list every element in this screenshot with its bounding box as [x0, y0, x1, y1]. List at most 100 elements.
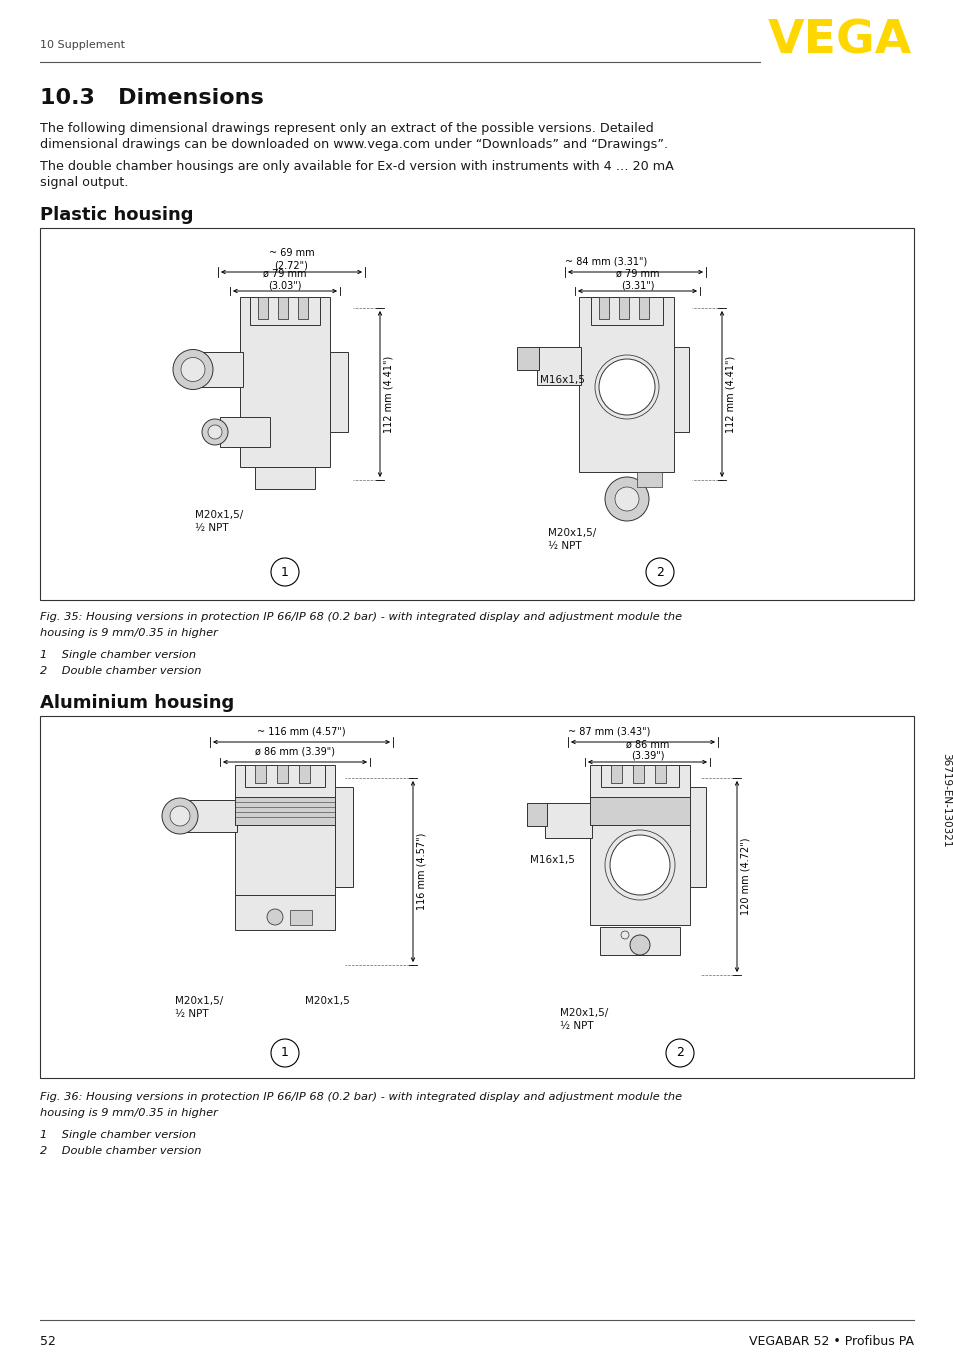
Text: VEGA: VEGA — [767, 18, 911, 64]
Bar — [537, 347, 581, 385]
Text: 2: 2 — [656, 566, 663, 578]
Text: Aluminium housing: Aluminium housing — [40, 695, 234, 712]
Text: (3.03"): (3.03") — [268, 280, 301, 290]
Text: dimensional drawings can be downloaded on www.vega.com under “Downloads” and “Dr: dimensional drawings can be downloaded o… — [40, 138, 667, 152]
Text: Plastic housing: Plastic housing — [40, 206, 193, 223]
Bar — [639, 297, 648, 320]
Bar — [599, 927, 679, 955]
Bar — [257, 297, 268, 320]
Text: 36719-EN-130321: 36719-EN-130321 — [940, 753, 950, 848]
Text: housing is 9 mm/0.35 in higher: housing is 9 mm/0.35 in higher — [40, 1108, 217, 1118]
Circle shape — [267, 909, 283, 925]
Text: ø 86 mm (3.39"): ø 86 mm (3.39") — [254, 747, 335, 757]
Text: 112 mm (4.41"): 112 mm (4.41") — [725, 355, 735, 433]
Bar — [590, 297, 662, 325]
Bar — [277, 297, 288, 320]
Bar — [254, 467, 314, 489]
Circle shape — [162, 798, 198, 834]
Bar — [674, 347, 689, 432]
Text: ½ NPT: ½ NPT — [174, 1009, 209, 1020]
Text: 1    Single chamber version: 1 Single chamber version — [40, 1131, 196, 1140]
Bar — [689, 787, 705, 887]
Bar — [589, 798, 689, 825]
Text: 1: 1 — [281, 566, 289, 578]
Bar — [598, 297, 608, 320]
Bar — [194, 352, 243, 387]
Bar — [618, 297, 628, 320]
Bar — [234, 895, 335, 930]
Text: 116 mm (4.57"): 116 mm (4.57") — [416, 833, 427, 910]
Circle shape — [598, 359, 655, 414]
Circle shape — [665, 1039, 693, 1067]
Circle shape — [609, 835, 669, 895]
Circle shape — [271, 558, 298, 586]
Bar — [254, 765, 266, 783]
Circle shape — [271, 1039, 298, 1067]
Circle shape — [170, 806, 190, 826]
Text: ø 79 mm: ø 79 mm — [615, 269, 659, 279]
Text: (3.39"): (3.39") — [630, 750, 663, 760]
Circle shape — [181, 357, 205, 382]
Circle shape — [202, 418, 228, 445]
Circle shape — [629, 936, 649, 955]
Bar — [185, 800, 236, 831]
Circle shape — [645, 558, 673, 586]
Bar — [335, 787, 353, 887]
Circle shape — [615, 487, 639, 510]
Text: ½ NPT: ½ NPT — [194, 523, 229, 533]
Bar — [633, 765, 643, 783]
Text: housing is 9 mm/0.35 in higher: housing is 9 mm/0.35 in higher — [40, 628, 217, 638]
Bar — [234, 798, 335, 825]
Text: 52: 52 — [40, 1335, 56, 1349]
Bar — [250, 297, 319, 325]
Text: 1: 1 — [281, 1047, 289, 1059]
Text: M20x1,5: M20x1,5 — [305, 997, 350, 1006]
Text: M16x1,5: M16x1,5 — [530, 854, 575, 865]
Text: 10 Supplement: 10 Supplement — [40, 41, 125, 50]
Bar — [276, 765, 288, 783]
Bar — [220, 417, 270, 447]
Text: ½ NPT: ½ NPT — [547, 542, 581, 551]
Bar — [245, 765, 325, 787]
Circle shape — [604, 477, 648, 521]
Bar — [330, 352, 348, 432]
Text: Fig. 35: Housing versions in protection IP 66/IP 68 (0.2 bar) - with integrated : Fig. 35: Housing versions in protection … — [40, 612, 681, 621]
Text: 2    Double chamber version: 2 Double chamber version — [40, 666, 201, 676]
Text: M20x1,5/: M20x1,5/ — [194, 510, 243, 520]
Text: 2: 2 — [676, 1047, 683, 1059]
Bar — [517, 347, 539, 370]
Bar — [297, 297, 308, 320]
Bar — [298, 765, 310, 783]
Circle shape — [208, 425, 222, 439]
Text: The double chamber housings are only available for Ex-d version with instruments: The double chamber housings are only ava… — [40, 160, 673, 173]
Text: Fig. 36: Housing versions in protection IP 66/IP 68 (0.2 bar) - with integrated : Fig. 36: Housing versions in protection … — [40, 1091, 681, 1102]
Text: ~ 69 mm: ~ 69 mm — [269, 248, 314, 259]
Text: 10.3   Dimensions: 10.3 Dimensions — [40, 88, 263, 108]
Bar — [290, 910, 312, 925]
Text: M16x1,5: M16x1,5 — [539, 375, 584, 385]
Text: ø 86 mm: ø 86 mm — [625, 741, 668, 750]
Bar — [600, 765, 679, 787]
Text: (2.72"): (2.72") — [274, 260, 308, 269]
Bar — [40, 716, 913, 1078]
Bar — [578, 297, 674, 473]
Bar — [610, 765, 621, 783]
Text: 112 mm (4.41"): 112 mm (4.41") — [384, 355, 394, 433]
Text: 1    Single chamber version: 1 Single chamber version — [40, 650, 196, 659]
Text: ~ 116 mm (4.57"): ~ 116 mm (4.57") — [257, 727, 345, 737]
Text: ½ NPT: ½ NPT — [559, 1021, 593, 1030]
Text: (3.31"): (3.31") — [620, 280, 654, 290]
Text: M20x1,5/: M20x1,5/ — [559, 1007, 608, 1018]
Bar — [589, 765, 689, 925]
Text: ø 79 mm: ø 79 mm — [263, 269, 307, 279]
Text: The following dimensional drawings represent only an extract of the possible ver: The following dimensional drawings repre… — [40, 122, 653, 135]
Circle shape — [620, 932, 628, 940]
Text: ~ 87 mm (3.43"): ~ 87 mm (3.43") — [567, 727, 650, 737]
Text: 2    Double chamber version: 2 Double chamber version — [40, 1145, 201, 1156]
Text: signal output.: signal output. — [40, 176, 129, 190]
Bar — [234, 765, 335, 895]
Text: M20x1,5/: M20x1,5/ — [174, 997, 223, 1006]
Text: ~ 84 mm (3.31"): ~ 84 mm (3.31") — [564, 257, 646, 267]
Bar — [240, 297, 330, 467]
Text: M20x1,5/: M20x1,5/ — [547, 528, 596, 538]
